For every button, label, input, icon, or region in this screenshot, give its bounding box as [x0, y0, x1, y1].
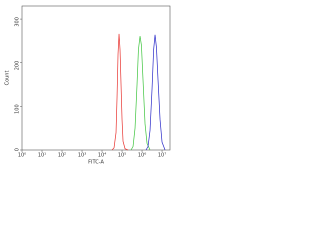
plot-frame: [21, 5, 171, 151]
y-tick-label: 100: [15, 104, 21, 114]
histogram-curve: [145, 34, 166, 151]
x-tick-label: 10²: [58, 153, 66, 159]
x-tick-label: 10¹: [38, 153, 46, 159]
y-axis-label: Count: [5, 71, 11, 86]
chart: FITC-A Count 0 100 200 300 10⁰ 10¹ 10² 10³ 10⁴ 10…: [5, 5, 171, 166]
histogram-curve: [130, 36, 151, 151]
x-tick-label: 10³: [78, 153, 86, 159]
x-tick-label: 10⁷: [158, 153, 166, 159]
x-tick-label: 10⁶: [138, 153, 146, 159]
y-tick-label: 300: [14, 17, 20, 27]
y-tick-label: 200: [15, 61, 21, 71]
x-tick-label: 10⁰: [18, 153, 26, 159]
y-tick-label: 0: [15, 148, 21, 151]
x-tick-label: 10⁵: [118, 153, 126, 159]
x-axis-label: FITC-A: [88, 160, 104, 166]
histogram-curve: [111, 33, 129, 151]
x-tick-label: 10⁴: [98, 153, 106, 159]
